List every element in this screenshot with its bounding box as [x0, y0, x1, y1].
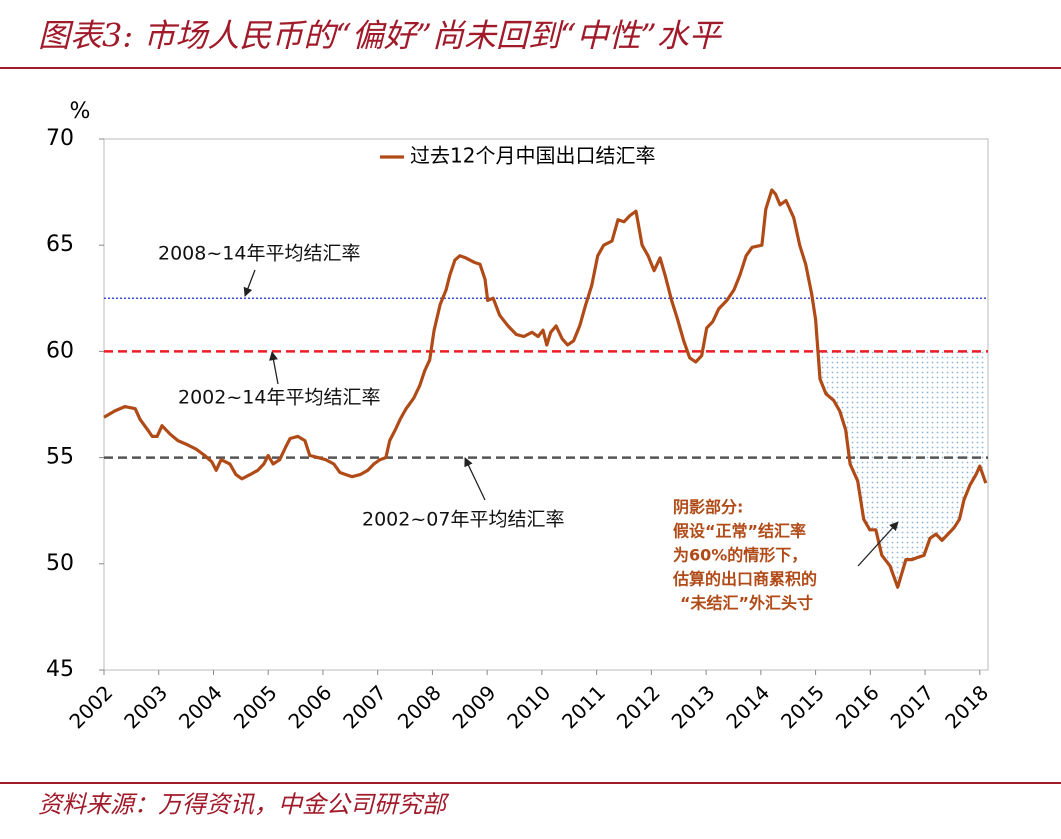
- x-tick-label: 2015: [776, 680, 829, 733]
- reference-label: 2002~14年平均结汇率: [178, 387, 380, 409]
- page-title: 图表3: 市场人民币的“偏好”尚未回到“中性”水平: [38, 17, 724, 55]
- shade-area: [819, 351, 986, 588]
- shade-annotation: 为60%的情形下，: [673, 546, 807, 565]
- x-tick-label: 2002: [64, 680, 117, 733]
- x-tick-label: 2003: [119, 680, 172, 733]
- reference-label: 2008~14年平均结汇率: [158, 243, 360, 265]
- x-tick-label: 2004: [174, 680, 227, 733]
- x-tick-label: 2007: [338, 680, 391, 733]
- x-tick-label: 2009: [448, 680, 501, 733]
- annotation-arrow: [269, 351, 279, 385]
- annotation-arrow: [857, 521, 899, 567]
- y-tick-label: 65: [46, 232, 74, 257]
- legend-label: 过去12个月中国出口结汇率: [410, 144, 655, 168]
- annotation-arrow: [243, 269, 256, 297]
- reference-label: 2002~07年平均结汇率: [362, 509, 564, 531]
- shade-annotation: 假设“正常”结汇率: [673, 522, 806, 541]
- shade-annotation: 估算的出口商累积的: [672, 570, 817, 589]
- annotation-arrow: [464, 457, 486, 501]
- shade-annotation: 阴影部分:: [673, 498, 743, 517]
- x-tick-label: 2014: [721, 680, 774, 733]
- y-tick-label: 45: [46, 657, 74, 682]
- y-tick-label: 60: [46, 338, 74, 363]
- x-tick-label: 2018: [940, 680, 993, 733]
- series-line: [103, 188, 988, 589]
- x-tick-label: 2013: [667, 680, 720, 733]
- y-tick-label: 70: [46, 126, 74, 151]
- source: 资料来源：万得资讯，中金公司研究部: [38, 791, 450, 819]
- y-tick-label: 50: [46, 551, 74, 576]
- x-tick-label: 2011: [557, 680, 610, 733]
- x-tick-label: 2005: [229, 680, 282, 733]
- x-tick-label: 2012: [612, 680, 665, 733]
- x-tick-label: 2016: [831, 680, 884, 733]
- plot-frame: [103, 138, 989, 671]
- y-axis-label: %: [70, 99, 91, 124]
- y-tick-label: 55: [46, 445, 74, 470]
- x-tick-label: 2006: [283, 680, 336, 733]
- x-tick-label: 2017: [886, 680, 939, 733]
- x-tick-label: 2008: [393, 680, 446, 733]
- shade-annotation: “未结汇”外汇头寸: [680, 594, 813, 613]
- x-tick-label: 2010: [502, 680, 555, 733]
